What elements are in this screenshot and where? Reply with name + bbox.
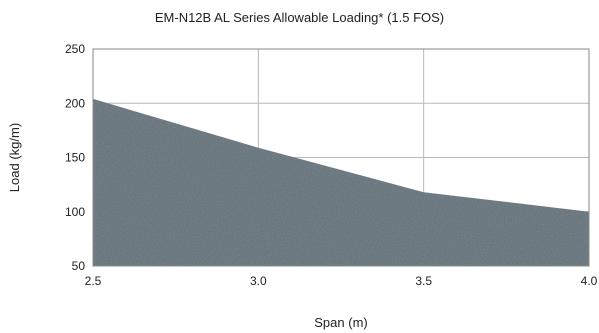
x-tick-label: 3.5 bbox=[415, 274, 432, 288]
y-tick-label: 250 bbox=[65, 42, 85, 56]
y-tick-label: 150 bbox=[65, 151, 85, 165]
area-series bbox=[93, 98, 589, 266]
y-tick-label: 200 bbox=[65, 96, 85, 110]
x-tick-label: 4.0 bbox=[581, 274, 598, 288]
chart-title: EM-N12B AL Series Allowable Loading* (1.… bbox=[154, 10, 445, 25]
y-tick-label: 100 bbox=[65, 205, 85, 219]
y-axis-ticks: 50 100 150 200 250 bbox=[65, 42, 85, 273]
area-fill bbox=[93, 98, 589, 266]
y-axis-title: Load (kg/m) bbox=[7, 123, 22, 192]
x-axis-title: Span (m) bbox=[314, 315, 367, 330]
x-axis-ticks: 2.5 3.0 3.5 4.0 bbox=[85, 274, 598, 288]
plot-frame bbox=[92, 48, 590, 267]
x-tick-label: 3.0 bbox=[250, 274, 267, 288]
y-tick-label: 50 bbox=[72, 259, 86, 273]
x-tick-label: 2.5 bbox=[85, 274, 102, 288]
